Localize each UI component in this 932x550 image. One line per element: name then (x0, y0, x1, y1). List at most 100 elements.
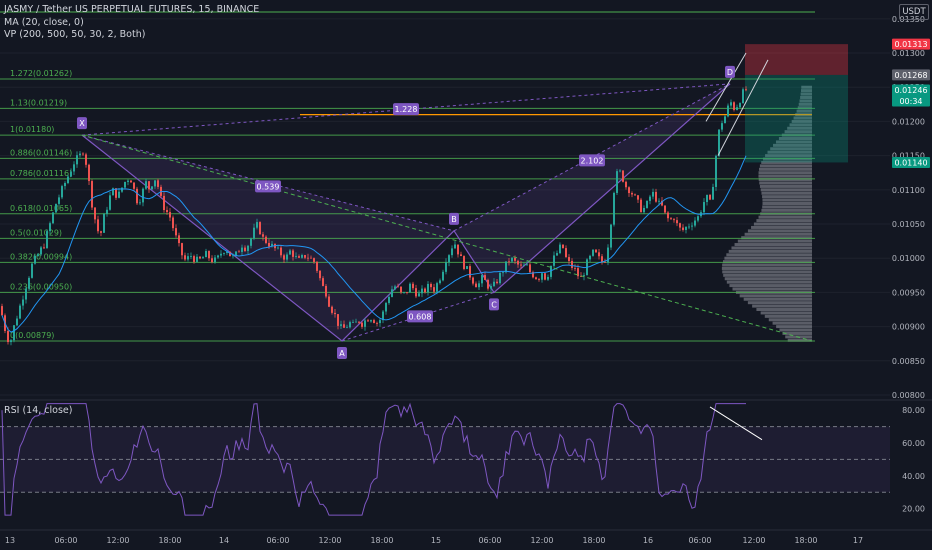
volume-profile-bar (779, 328, 812, 332)
volume-profile-bar (726, 253, 812, 257)
volume-profile-bar (776, 325, 812, 329)
candle-body (385, 302, 387, 312)
candle-body (469, 266, 471, 278)
candle-body (730, 102, 732, 106)
candle-body (229, 251, 231, 257)
price-label-text: 0.01268 (894, 71, 927, 80)
volume-profile-bar (759, 181, 812, 185)
pattern-ratio-label: 0.608 (409, 312, 432, 321)
rsi-trendline (709, 406, 763, 441)
time-tick-label: 12:00 (318, 536, 341, 545)
short-position-tool[interactable] (745, 44, 848, 163)
candle-body (496, 281, 498, 284)
candle-body (115, 188, 117, 198)
volume-profile-bar (758, 174, 812, 178)
candle-body (547, 276, 549, 280)
candle-body (241, 247, 243, 252)
candle-body (493, 281, 495, 287)
candle-body (97, 219, 99, 232)
price-tick-label: 0.01000 (892, 254, 925, 263)
candle-body (376, 322, 378, 324)
candle-body (595, 249, 597, 253)
volume-profile-bar (722, 260, 812, 264)
pattern-point-badge (725, 65, 735, 78)
candle-body (196, 256, 198, 262)
candle-body (565, 248, 567, 258)
rsi-legend: RSI (14, close) (4, 405, 73, 416)
candle-body (313, 258, 315, 262)
candle-body (739, 103, 741, 108)
candle-body (199, 256, 201, 259)
candle-body (655, 191, 657, 202)
fib-level-label: 0.618(0.01065) (10, 204, 72, 213)
volume-profile-bar (784, 130, 812, 134)
candle-body (343, 324, 345, 328)
volume-profile-bar (760, 188, 812, 192)
candle-body (157, 180, 159, 187)
candle-body (742, 89, 744, 104)
candle-body (484, 275, 486, 280)
candle-body (172, 217, 174, 229)
volume-profile-bar (798, 102, 812, 106)
volume-profile-bar (767, 150, 812, 154)
pattern-point-label: X (79, 119, 85, 128)
pattern-ratio-label: 1.228 (395, 105, 418, 114)
candle-body (352, 322, 354, 323)
currency-badge[interactable]: USDT (899, 4, 929, 20)
candle-body (340, 324, 342, 326)
candle-body (82, 153, 84, 155)
candle-body (541, 273, 543, 280)
time-tick-label: 12:00 (106, 536, 129, 545)
price-tick-label: 0.01050 (892, 220, 925, 229)
time-axis[interactable]: 13 06:00 12:00 18:00 14 06:00 12:00 18:00 15 06:0… (0, 529, 932, 545)
candle-body (535, 277, 537, 280)
candle-body (517, 260, 519, 265)
candle-body (142, 188, 144, 203)
candle-body (247, 245, 249, 251)
time-tick-label: 16 (643, 536, 653, 545)
candle-body (388, 296, 390, 303)
take-profit-zone (745, 74, 848, 163)
price-tick-label: 0.01300 (892, 49, 925, 58)
price-label-badge (892, 69, 930, 81)
fib-level-label: 0.886(0.01146) (10, 148, 72, 157)
candle-body (718, 129, 720, 156)
candle-body (487, 279, 489, 289)
candle-body (715, 155, 717, 187)
candle-body (571, 260, 573, 268)
candle-body (277, 247, 279, 249)
candle-body (550, 265, 552, 277)
candle-body (598, 252, 600, 257)
volume-profile-bar (756, 308, 812, 312)
volume-profile-bar (729, 284, 812, 288)
candle-body (181, 243, 183, 256)
candle-body (613, 192, 615, 225)
candle-body (556, 253, 558, 256)
pattern-ratio-badge (407, 310, 433, 323)
candle-body (436, 283, 438, 292)
pattern-labels: X A B C D 0.539 0.608 1.228 2.102 (77, 65, 735, 359)
candle-body (634, 194, 636, 196)
candle-body (121, 187, 123, 192)
volume-profile-bar (734, 243, 812, 247)
candle-body (337, 314, 339, 326)
candle-body (16, 318, 18, 326)
volume-profile-bar (753, 222, 812, 226)
time-tick-label: 18:00 (582, 536, 605, 545)
price-axis[interactable]: 0.013500.013000.012500.012000.011500.011… (890, 0, 932, 550)
candle-body (736, 107, 738, 110)
volume-profile-bar (744, 232, 812, 236)
candle-body (106, 209, 108, 214)
price-tick-label: 0.01150 (892, 152, 925, 161)
volume-profile-bar (731, 246, 812, 250)
candle-body (658, 200, 660, 202)
candle-body (622, 170, 624, 182)
candle-body (505, 261, 507, 273)
candle-body (139, 202, 141, 204)
price-tick-label: 0.00800 (892, 391, 925, 400)
candle-body (373, 320, 375, 323)
candle-body (508, 261, 510, 263)
candle-body (712, 186, 714, 200)
fib-level-label: 0.5(0.01029) (10, 228, 62, 237)
